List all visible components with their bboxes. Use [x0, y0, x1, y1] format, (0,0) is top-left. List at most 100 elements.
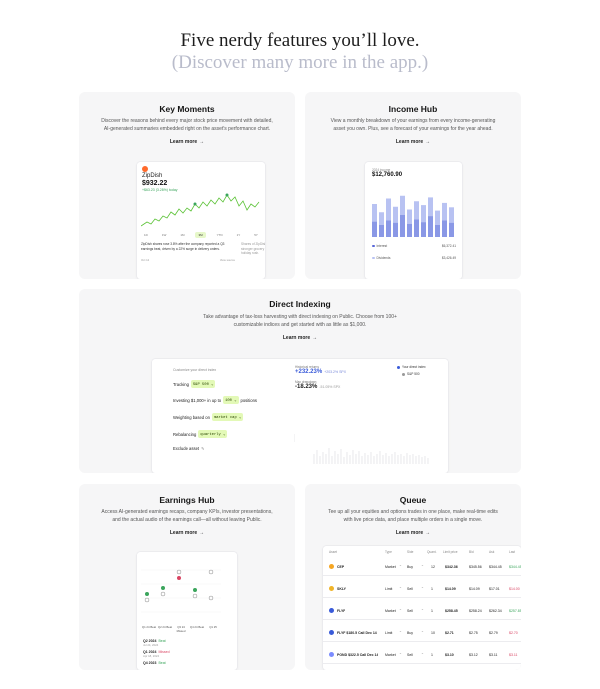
- income-bar-interest[interactable]: [428, 216, 433, 237]
- queue-row[interactable]: CEP Market ⌄ Buy ⌄ 12 $342.36 $345.56 $344.45 $34…: [323, 558, 521, 576]
- income-bar-interest[interactable]: [372, 221, 377, 237]
- queue-cell-symbol: POND $322.5 Call Dec 14: [337, 653, 379, 657]
- income-bar-interest[interactable]: [442, 220, 447, 238]
- earnings-date: Apr 18, 2024: [143, 654, 160, 658]
- positions-select[interactable]: 100 ⌄: [223, 396, 239, 404]
- income-bar-dividends[interactable]: [400, 195, 405, 215]
- queue-cell-limit[interactable]: $3.10: [445, 653, 454, 657]
- income-bar-dividends[interactable]: [393, 206, 398, 223]
- queue-cell-side[interactable]: Sell: [407, 653, 413, 657]
- arrow-right-icon: →: [425, 139, 431, 145]
- earnings-row[interactable]: Q2 2024 Beat Jul 24, 2024: [143, 639, 166, 647]
- income-bar-dividends[interactable]: [379, 212, 384, 225]
- direct-indexing-preview: Customize your direct index Tracking S&P…: [152, 359, 448, 473]
- actual-dot-miss[interactable]: [177, 576, 181, 580]
- earnings-hub-learn-more[interactable]: Learn more →: [79, 530, 295, 536]
- queue-cell-limit[interactable]: $258.45: [445, 609, 458, 613]
- income-bar-interest[interactable]: [400, 215, 405, 237]
- historical-returns-label: Historical returns: [295, 365, 319, 369]
- queue-cell-type[interactable]: Market: [385, 653, 396, 657]
- income-row-interest[interactable]: Interest $6,372.41: [372, 244, 456, 248]
- income-bar-dividends[interactable]: [449, 207, 454, 223]
- queue-row[interactable]: POND $322.5 Call Dec 14 Market ⌄ Sell ⌄ 1 $3.1…: [323, 646, 521, 664]
- queue-cell-qty[interactable]: 10: [431, 631, 435, 635]
- estimate-dot[interactable]: [208, 569, 214, 575]
- income-bar-dividends[interactable]: [386, 198, 391, 221]
- legend-dot-sp500: [402, 372, 405, 376]
- queue-cell-qty[interactable]: 1: [431, 609, 433, 613]
- queue-cell-type[interactable]: Market: [385, 609, 396, 613]
- income-bar-dividends[interactable]: [421, 205, 426, 223]
- estimate-dot[interactable]: [208, 595, 214, 601]
- queue-row[interactable]: SKLY Limit ⌄ Sell ⌄ 1 $14.09 $14.09 $17.01 $14.00: [323, 580, 521, 598]
- key-moment-marker[interactable]: [193, 202, 197, 206]
- income-bar-interest[interactable]: [421, 222, 426, 237]
- income-bar-dividends[interactable]: [414, 201, 419, 220]
- tracking-select[interactable]: S&P 500 ⌄: [190, 380, 216, 388]
- hero-subtitle: (Discover many more in the app.): [171, 52, 429, 73]
- estimate-dot[interactable]: [160, 591, 166, 597]
- queue-title: Queue: [399, 495, 427, 505]
- queue-cell-side[interactable]: Buy: [407, 631, 414, 635]
- income-bar-interest[interactable]: [435, 224, 440, 237]
- income-row-dividends[interactable]: Dividends $3,426.49: [372, 256, 456, 260]
- income-bar-dividends[interactable]: [428, 197, 433, 217]
- queue-row[interactable]: FLYF $180.5 Call Dec 14 Limit ⌄ Buy ⌄ 10 $2.71…: [323, 624, 521, 642]
- key-moment-marker[interactable]: [225, 193, 229, 197]
- range-tab-ytd[interactable]: YTD: [216, 233, 223, 237]
- income-bar-interest[interactable]: [393, 222, 398, 237]
- actual-dot-beat[interactable]: [161, 586, 165, 590]
- income-bar-dividends[interactable]: [372, 204, 377, 222]
- chevron-down-icon: ⌄: [239, 416, 242, 420]
- estimate-dot[interactable]: [144, 597, 150, 603]
- income-bar-interest[interactable]: [407, 223, 412, 237]
- earnings-row[interactable]: Q4 2023 Beat: [143, 661, 166, 665]
- range-tab-5y[interactable]: 5Y: [254, 233, 258, 237]
- queue-cell-type[interactable]: Limit: [385, 631, 393, 635]
- queue-cell-type[interactable]: Market: [385, 565, 396, 569]
- income-bar-interest[interactable]: [414, 219, 419, 237]
- queue-cell-side[interactable]: Sell: [407, 609, 413, 613]
- queue-row[interactable]: FLYF Market ⌄ Sell ⌄ 1 $258.45 $258.24 $262.34 $2…: [323, 602, 521, 620]
- queue-cell-last: $344.45: [509, 565, 521, 569]
- key-moments-learn-more[interactable]: Learn more →: [79, 139, 295, 145]
- income-hub-learn-more[interactable]: Learn more →: [305, 139, 521, 145]
- key-moment-summary: ZipDish shares rose 3.8% after the compa…: [141, 242, 225, 251]
- estimate-dot[interactable]: [176, 569, 182, 575]
- queue-cell-symbol: FLYF: [337, 609, 346, 613]
- range-tab-1m[interactable]: 1M: [180, 233, 185, 237]
- queue-cell-qty[interactable]: 12: [431, 565, 435, 569]
- weighting-select[interactable]: market cap ⌄: [211, 413, 244, 421]
- queue-learn-more[interactable]: Learn more →: [305, 530, 521, 536]
- income-bar-dividends[interactable]: [435, 210, 440, 225]
- actual-dot-beat[interactable]: [145, 592, 149, 596]
- actual-dot-beat[interactable]: [193, 588, 197, 592]
- income-bar-dividends[interactable]: [407, 209, 412, 224]
- queue-cell-limit[interactable]: $342.36: [445, 565, 458, 569]
- earnings-quarter-label: Q2 24 Beat: [157, 625, 173, 629]
- exclude-asset-row[interactable]: Exclude asset ✎: [173, 446, 205, 451]
- range-tab-1d[interactable]: 1D: [144, 233, 148, 237]
- earnings-quarter: Q4 2023: [143, 661, 157, 665]
- queue-cell-symbol: FLYF $180.5 Call Dec 14: [337, 631, 377, 635]
- range-tab-1w[interactable]: 1W: [161, 233, 167, 237]
- queue-cell-side[interactable]: Sell: [407, 587, 413, 591]
- queue-cell-limit[interactable]: $14.09: [445, 587, 456, 591]
- income-bar-interest[interactable]: [386, 220, 391, 238]
- historical-returns-value: +232.23%: [295, 369, 323, 375]
- queue-cell-side[interactable]: Buy: [407, 565, 414, 569]
- income-bar-dividends[interactable]: [442, 202, 447, 221]
- estimate-dot[interactable]: [192, 593, 198, 599]
- queue-cell-qty[interactable]: 1: [431, 653, 433, 657]
- queue-cell-qty[interactable]: 1: [431, 587, 433, 591]
- income-bar-interest[interactable]: [449, 222, 454, 237]
- queue-cell-type[interactable]: Limit: [385, 587, 393, 591]
- range-tab-3m[interactable]: 3M: [195, 232, 206, 238]
- key-moment-source-link[interactable]: View source: [219, 258, 235, 262]
- queue-cell-limit[interactable]: $2.71: [445, 631, 454, 635]
- direct-indexing-learn-more[interactable]: Learn more →: [79, 335, 521, 341]
- earnings-row[interactable]: Q1 2024 Missed Apr 18, 2024: [143, 650, 170, 658]
- rebalancing-select[interactable]: quarterly ⌄: [198, 430, 228, 438]
- income-bar-interest[interactable]: [379, 224, 384, 237]
- range-tab-1y[interactable]: 1Y: [236, 233, 241, 237]
